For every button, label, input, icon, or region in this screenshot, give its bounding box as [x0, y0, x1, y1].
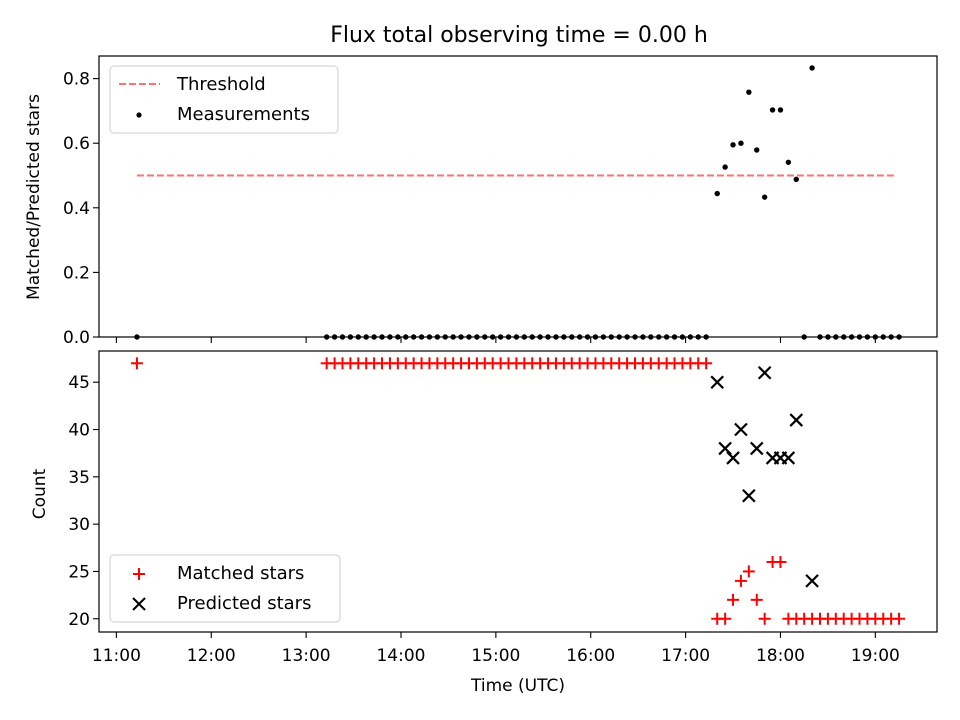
predicted-legend-swatch	[132, 597, 146, 611]
bottom-x-tick-label: 15:00	[471, 646, 520, 666]
measurement-point	[738, 140, 744, 146]
bottom-y-tick-label: 25	[68, 562, 90, 582]
bottom-y-tick-label: 20	[68, 610, 90, 630]
bottom-matched-markers	[130, 357, 906, 625]
predicted-star-marker	[749, 441, 764, 456]
matched-star-marker	[734, 574, 747, 587]
bottom-axes-frame	[98, 350, 938, 633]
measurement-point	[785, 159, 792, 165]
bottom-legend: Matched stars Predicted stars	[109, 554, 341, 623]
top-y-axis-label: Matched/Predicted stars	[24, 94, 44, 300]
measurement-point	[746, 89, 752, 95]
matched-star-marker	[130, 357, 143, 370]
bottom-x-tick-label: 13:00	[282, 646, 331, 666]
top-legend: Threshold Measurements	[109, 65, 339, 134]
bottom-predicted-markers	[710, 365, 819, 588]
bottom-y-tick-label: 35	[68, 468, 90, 488]
measurement-point	[809, 65, 815, 71]
bottom-panel: 20 25 30 35 40 45 11:00 12:00 13:00 14:00 15:00 16…	[30, 350, 938, 696]
matched-star-marker	[893, 612, 906, 625]
bottom-y-ticks: 20 25 30 35 40 45	[68, 373, 99, 630]
bottom-y-tick-label: 30	[68, 515, 90, 535]
measurements-legend-label: Measurements	[177, 104, 310, 125]
bottom-x-ticks: 11:00 12:00 13:00 14:00 15:00 16:00 17:00 18:00…	[92, 632, 900, 666]
bottom-x-tick-label: 11:00	[92, 646, 141, 666]
measurement-point	[777, 107, 784, 113]
bottom-x-tick-label: 17:00	[661, 646, 710, 666]
bottom-x-tick-label: 12:00	[187, 646, 236, 666]
top-y-tick-label: 0.0	[63, 328, 90, 348]
top-panel: 0.0 0.2 0.4 0.6 0.8 Matched/Predicted stars	[24, 55, 938, 348]
predicted-star-marker	[726, 451, 740, 465]
top-legend-box	[109, 65, 339, 134]
bottom-x-axis-label: Time (UTC)	[470, 676, 565, 696]
top-y-ticks: 0.0 0.2 0.4 0.6 0.8	[63, 70, 99, 348]
top-axes-frame	[98, 55, 938, 338]
matched-star-marker	[700, 357, 713, 370]
measurement-point	[761, 194, 768, 200]
matched-legend-label: Matched stars	[177, 563, 304, 584]
measurement-point	[714, 190, 720, 197]
predicted-star-marker	[757, 365, 772, 380]
measurement-point	[754, 147, 760, 153]
top-y-tick-label: 0.2	[63, 263, 90, 283]
predicted-star-marker	[742, 488, 756, 503]
measurements-legend-swatch	[136, 112, 142, 118]
figure-title: Flux total observing time = 0.00 h	[330, 23, 708, 48]
measurement-point	[769, 107, 776, 113]
measurement-point	[730, 142, 736, 148]
matched-star-marker	[750, 593, 763, 606]
bottom-x-tick-label: 18:00	[756, 646, 805, 666]
bottom-y-axis-label: Count	[30, 468, 50, 519]
matched-star-marker	[758, 612, 771, 625]
threshold-legend-label: Threshold	[176, 74, 266, 95]
bottom-legend-box	[109, 554, 341, 623]
predicted-star-marker	[805, 574, 819, 588]
matched-star-marker	[774, 555, 787, 568]
bottom-y-tick-label: 40	[68, 421, 90, 441]
predicted-star-marker	[734, 422, 748, 437]
top-y-tick-label: 0.8	[63, 70, 90, 90]
predicted-star-marker	[789, 413, 804, 427]
bottom-x-tick-label: 14:00	[376, 646, 425, 666]
predicted-star-marker	[781, 451, 796, 465]
predicted-legend-label: Predicted stars	[177, 593, 311, 614]
measurement-point	[793, 176, 799, 183]
bottom-x-tick-label: 16:00	[566, 646, 615, 666]
measurement-point	[722, 164, 728, 170]
bottom-y-tick-label: 45	[68, 373, 90, 393]
predicted-star-marker	[710, 375, 725, 390]
top-y-tick-label: 0.6	[63, 134, 90, 154]
matched-star-marker	[727, 593, 740, 606]
matched-legend-swatch	[133, 568, 145, 580]
bottom-x-tick-label: 19:00	[851, 646, 900, 666]
matched-star-marker	[742, 565, 755, 578]
top-y-tick-label: 0.4	[63, 199, 90, 219]
matched-star-marker	[719, 612, 732, 625]
